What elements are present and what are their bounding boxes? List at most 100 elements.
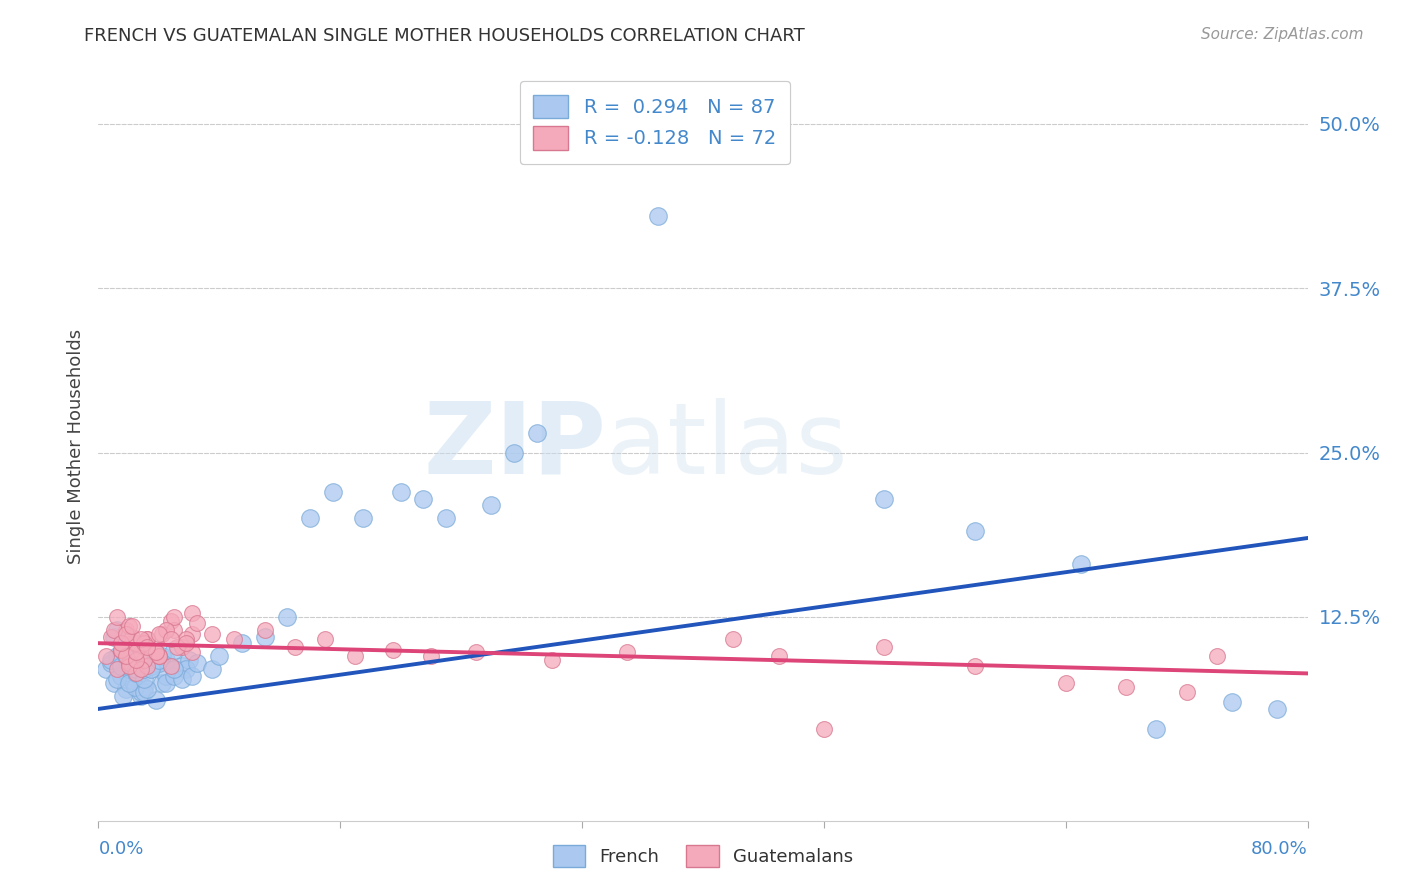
Guatemalans xyxy=(166,640,188,654)
Guatemalans xyxy=(135,658,157,673)
Y-axis label: Single Mother Households: Single Mother Households xyxy=(66,328,84,564)
French xyxy=(1267,702,1289,716)
Guatemalans xyxy=(118,658,141,673)
Guatemalans xyxy=(105,663,128,677)
Guatemalans xyxy=(94,649,117,664)
French xyxy=(105,649,128,664)
French xyxy=(503,445,526,459)
Guatemalans xyxy=(155,623,177,637)
French xyxy=(174,663,197,677)
French xyxy=(124,680,146,694)
Guatemalans xyxy=(110,642,132,657)
French xyxy=(148,656,170,670)
French xyxy=(132,672,155,686)
French xyxy=(100,653,122,667)
Guatemalans xyxy=(121,630,143,644)
Guatemalans xyxy=(181,606,204,620)
Text: ZIP: ZIP xyxy=(423,398,606,494)
Text: 80.0%: 80.0% xyxy=(1251,840,1308,858)
Guatemalans xyxy=(114,623,136,637)
Guatemalans xyxy=(186,616,208,631)
Guatemalans xyxy=(382,642,405,657)
Guatemalans xyxy=(420,649,443,664)
Guatemalans xyxy=(465,645,488,659)
French xyxy=(1144,722,1167,736)
French xyxy=(132,685,155,699)
French xyxy=(118,663,141,677)
French xyxy=(181,669,204,683)
French xyxy=(103,630,125,644)
Text: 0.0%: 0.0% xyxy=(98,840,143,858)
French xyxy=(150,649,173,664)
French xyxy=(125,672,148,686)
Guatemalans xyxy=(253,623,276,637)
French xyxy=(125,666,148,681)
French xyxy=(132,663,155,677)
Guatemalans xyxy=(174,636,197,650)
French xyxy=(100,656,122,670)
Guatemalans xyxy=(148,649,170,664)
Guatemalans xyxy=(201,627,224,641)
Guatemalans xyxy=(344,649,367,664)
Guatemalans xyxy=(129,632,152,647)
French xyxy=(170,672,193,686)
French xyxy=(873,491,896,506)
French xyxy=(148,653,170,667)
French xyxy=(141,663,163,677)
French xyxy=(118,663,141,677)
French xyxy=(352,511,374,525)
Guatemalans xyxy=(181,627,204,641)
Guatemalans xyxy=(163,610,186,624)
Guatemalans xyxy=(118,619,141,633)
French xyxy=(105,672,128,686)
French xyxy=(105,623,128,637)
French xyxy=(163,663,186,677)
Guatemalans xyxy=(125,636,148,650)
French xyxy=(201,663,224,677)
Guatemalans xyxy=(135,632,157,647)
Guatemalans xyxy=(813,722,835,736)
Guatemalans xyxy=(181,645,204,659)
French xyxy=(129,642,152,657)
French xyxy=(163,663,186,677)
Guatemalans xyxy=(145,645,167,659)
Guatemalans xyxy=(150,627,173,641)
French xyxy=(129,685,152,699)
French xyxy=(179,653,201,667)
Guatemalans xyxy=(132,636,155,650)
Guatemalans xyxy=(135,632,157,647)
French xyxy=(434,511,457,525)
French xyxy=(94,663,117,677)
French xyxy=(125,663,148,677)
Guatemalans xyxy=(121,619,143,633)
Guatemalans xyxy=(1115,680,1137,694)
French xyxy=(170,658,193,673)
French xyxy=(118,675,141,690)
Guatemalans xyxy=(110,636,132,650)
Guatemalans xyxy=(129,645,152,659)
French xyxy=(155,669,177,683)
Guatemalans xyxy=(163,623,186,637)
Guatemalans xyxy=(114,627,136,641)
French xyxy=(110,669,132,683)
Text: Source: ZipAtlas.com: Source: ZipAtlas.com xyxy=(1201,27,1364,42)
French xyxy=(121,673,143,687)
Guatemalans xyxy=(616,645,638,659)
Guatemalans xyxy=(965,658,987,673)
French xyxy=(111,689,134,703)
Guatemalans xyxy=(160,614,183,628)
French xyxy=(129,689,152,703)
Legend: French, Guatemalans: French, Guatemalans xyxy=(546,838,860,874)
French xyxy=(145,653,167,667)
Guatemalans xyxy=(174,632,197,647)
Guatemalans xyxy=(121,636,143,650)
French xyxy=(118,669,141,683)
French xyxy=(145,692,167,706)
Guatemalans xyxy=(170,640,193,654)
Guatemalans xyxy=(1175,685,1198,699)
French xyxy=(141,663,163,677)
French xyxy=(110,649,132,664)
French xyxy=(121,649,143,664)
Guatemalans xyxy=(160,632,183,647)
Guatemalans xyxy=(1206,649,1229,664)
